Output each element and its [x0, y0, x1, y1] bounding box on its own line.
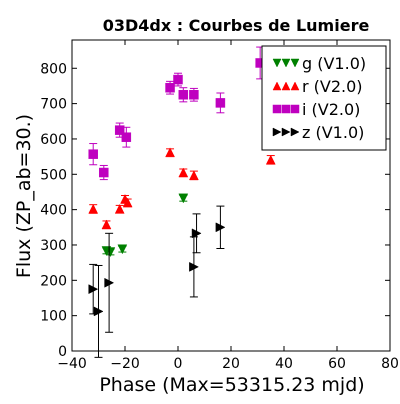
- legend-marker: [290, 58, 300, 68]
- y-tick-label: 700: [40, 97, 67, 113]
- data-point: [215, 98, 226, 108]
- legend-label: r (V2.0): [302, 77, 363, 96]
- y-tick-label: 400: [40, 203, 67, 219]
- x-tick-label: 0: [174, 356, 183, 372]
- series-3: [88, 205, 226, 358]
- x-tick-label: 20: [222, 356, 240, 372]
- legend: g (V1.0) r (V2.0) i (V2.0) z (V1.0): [261, 45, 387, 151]
- x-tick-label: 80: [381, 356, 399, 372]
- y-tick-label: 100: [40, 309, 67, 325]
- data-point: [88, 284, 99, 295]
- data-point: [178, 193, 189, 204]
- legend-label: i (V2.0): [302, 100, 360, 119]
- data-point: [178, 90, 189, 100]
- x-tick-label: 40: [275, 356, 293, 372]
- legend-marker: [272, 58, 282, 68]
- series-0: [101, 193, 189, 258]
- x-tick-label: −40: [57, 356, 87, 372]
- data-point: [215, 222, 226, 233]
- data-point: [105, 247, 116, 258]
- legend-label: z (V1.0): [302, 123, 364, 142]
- legend-marker: [290, 104, 300, 114]
- data-point: [173, 74, 183, 85]
- legend-marker: [290, 81, 300, 91]
- data-point: [114, 125, 125, 135]
- data-point: [117, 244, 128, 255]
- data-point: [114, 203, 125, 214]
- data-point: [88, 203, 99, 214]
- legend-marker: [281, 127, 291, 137]
- data-point: [178, 167, 189, 178]
- y-tick-label: 0: [58, 344, 67, 360]
- data-point: [191, 228, 202, 239]
- series-1: [88, 147, 276, 230]
- legend-marker: [272, 127, 282, 137]
- data-point: [165, 147, 175, 158]
- legend-marker: [290, 127, 300, 137]
- chart-title: 03D4dx : Courbes de Lumiere: [103, 16, 370, 35]
- legend-marker: [272, 81, 282, 91]
- legend-marker: [281, 81, 291, 91]
- y-tick-label: 800: [40, 61, 67, 77]
- data-point: [93, 306, 104, 317]
- data-point: [188, 170, 199, 181]
- x-axis-title: Phase (Max=53315.23 mjd): [99, 374, 364, 396]
- y-axis-title: Flux (ZP_ab=30.): [13, 114, 35, 278]
- legend-marker: [281, 104, 291, 114]
- y-tick-label: 500: [40, 167, 67, 183]
- y-tick-label: 300: [40, 238, 67, 254]
- data-point: [99, 167, 109, 178]
- data-point: [189, 90, 199, 100]
- data-point: [165, 82, 175, 93]
- data-point: [101, 219, 112, 230]
- data-point: [122, 197, 133, 208]
- legend-label: g (V1.0): [302, 54, 366, 73]
- legend-marker: [272, 104, 282, 114]
- legend-marker: [281, 58, 291, 68]
- data-point: [104, 277, 115, 288]
- data-point: [88, 149, 98, 159]
- x-tick-label: 60: [328, 356, 346, 372]
- y-tick-label: 200: [40, 273, 67, 289]
- data-point: [189, 261, 199, 272]
- data-point: [121, 132, 132, 142]
- data-point: [265, 154, 276, 165]
- x-tick-label: −20: [110, 356, 140, 372]
- y-tick-label: 600: [40, 132, 67, 148]
